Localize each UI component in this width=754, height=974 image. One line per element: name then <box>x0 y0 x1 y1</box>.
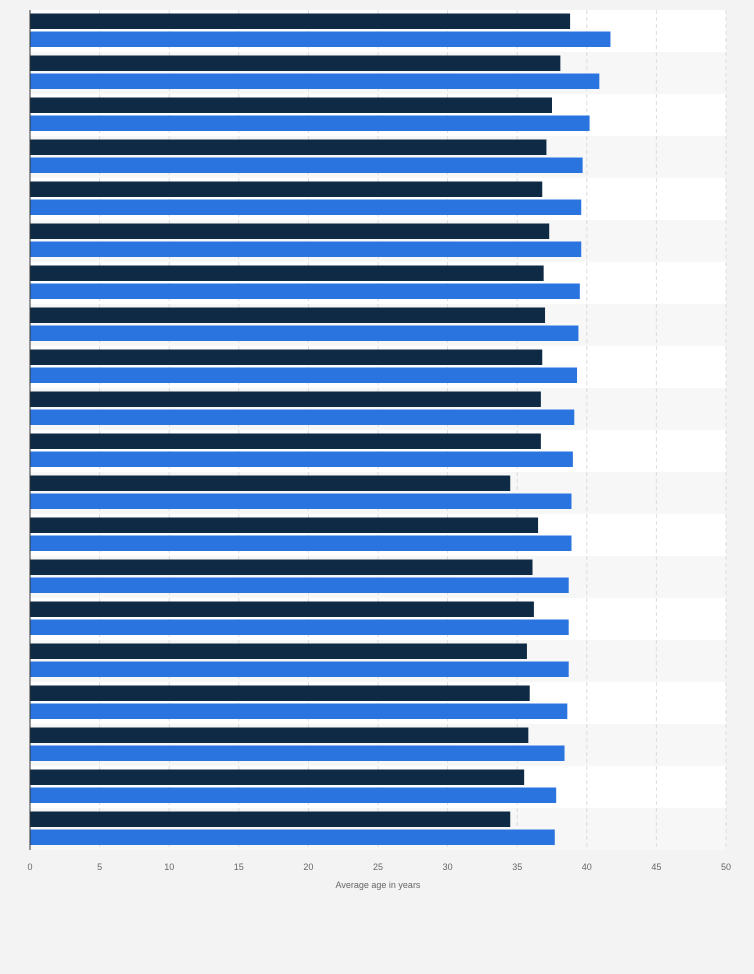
bar <box>30 55 561 71</box>
bar <box>30 451 573 467</box>
bar <box>30 493 572 509</box>
bar <box>30 559 533 575</box>
x-tick-label: 10 <box>164 862 174 872</box>
bar <box>30 31 611 47</box>
x-tick-labels: 0 5 10 15 20 25 30 35 40 45 50 <box>27 862 731 872</box>
x-tick-label: 40 <box>582 862 592 872</box>
bar <box>30 139 547 155</box>
bar <box>30 745 565 761</box>
bar <box>30 307 546 323</box>
bar <box>30 829 555 845</box>
bar <box>30 223 550 239</box>
x-tick-label: 5 <box>97 862 102 872</box>
bar <box>30 517 539 533</box>
bar <box>30 787 557 803</box>
x-tick-label: 20 <box>303 862 313 872</box>
bar <box>30 811 511 827</box>
bar <box>30 241 582 257</box>
bar <box>30 199 582 215</box>
bar <box>30 535 572 551</box>
bar <box>30 283 580 299</box>
x-tick-label: 30 <box>443 862 453 872</box>
bar <box>30 433 541 449</box>
bar <box>30 685 530 701</box>
bars <box>30 13 611 845</box>
bar <box>30 325 579 341</box>
bar <box>30 115 590 131</box>
bar <box>30 157 583 173</box>
x-tick-label: 45 <box>651 862 661 872</box>
bar <box>30 391 541 407</box>
bar <box>30 703 568 719</box>
x-tick-label: 15 <box>234 862 244 872</box>
bar <box>30 181 543 197</box>
bar <box>30 727 529 743</box>
bar <box>30 643 527 659</box>
x-tick-label: 35 <box>512 862 522 872</box>
bar <box>30 601 534 617</box>
bar <box>30 97 552 113</box>
x-tick-label: 0 <box>27 862 32 872</box>
bar <box>30 265 544 281</box>
x-axis-label: Average age in years <box>336 880 421 890</box>
bar <box>30 13 571 29</box>
x-tick-label: 25 <box>373 862 383 872</box>
bar <box>30 367 578 383</box>
bar <box>30 475 511 491</box>
bar <box>30 769 525 785</box>
bar <box>30 661 569 677</box>
bar <box>30 577 569 593</box>
bar <box>30 349 543 365</box>
bar <box>30 409 575 425</box>
bar <box>30 619 569 635</box>
x-tick-label: 50 <box>721 862 731 872</box>
bar <box>30 73 600 89</box>
